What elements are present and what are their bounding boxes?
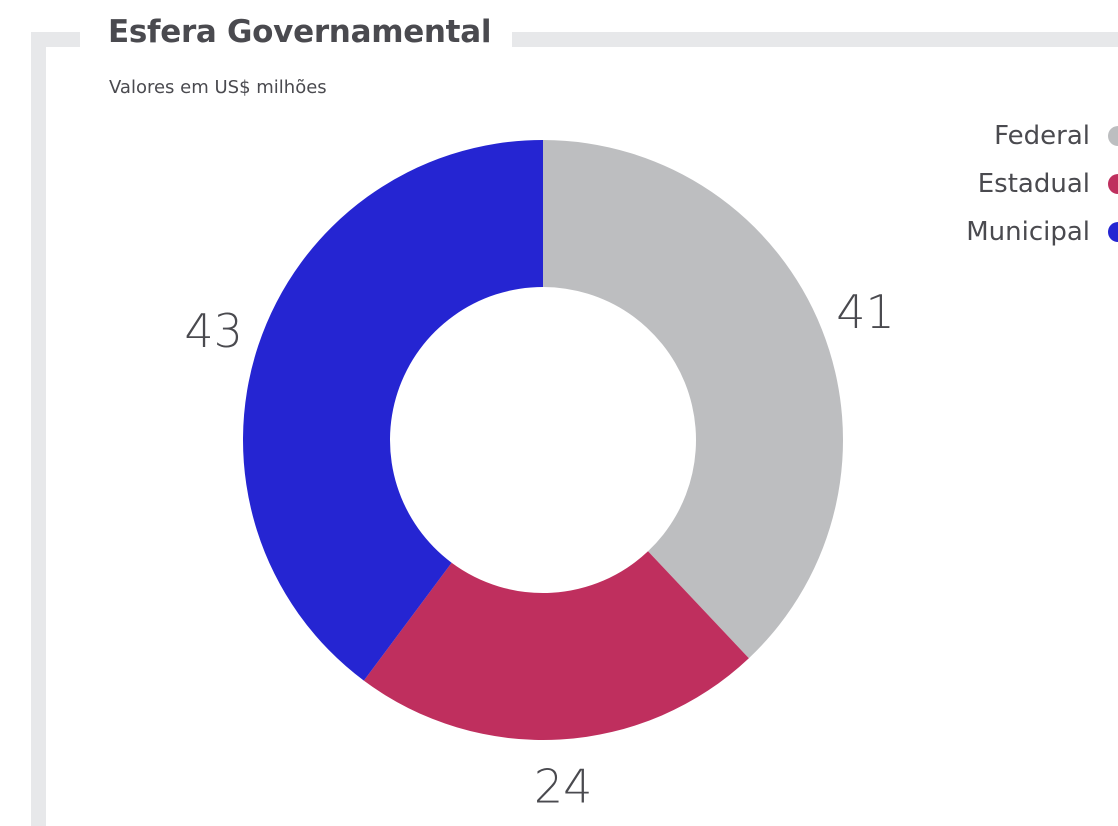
legend-item-estadual[interactable]: Estadual — [818, 160, 1118, 208]
value-label-federal: 41 — [836, 285, 895, 339]
value-label-municipal: 43 — [184, 304, 243, 358]
legend-label-estadual: Estadual — [977, 169, 1090, 199]
legend-label-federal: Federal — [994, 121, 1090, 151]
legend-item-federal[interactable]: Federal — [818, 112, 1118, 160]
chart-legend: Federal Estadual Municipal — [818, 112, 1118, 256]
frame-border-top-right — [512, 32, 1118, 47]
slice-federal[interactable] — [543, 140, 844, 659]
chart-title: Esfera Governamental — [108, 14, 492, 50]
legend-marker-estadual — [1108, 174, 1118, 194]
slice-estadual[interactable] — [363, 551, 749, 741]
legend-label-municipal: Municipal — [966, 217, 1090, 247]
legend-marker-federal — [1108, 126, 1118, 146]
chart-subtitle: Valores em US$ milhões — [109, 77, 327, 98]
frame-border-top-left — [31, 32, 80, 47]
value-label-estadual: 24 — [534, 759, 593, 813]
legend-marker-municipal — [1108, 222, 1118, 242]
frame-border-left — [31, 32, 46, 826]
slice-municipal[interactable] — [242, 140, 544, 681]
legend-item-municipal[interactable]: Municipal — [818, 208, 1118, 256]
